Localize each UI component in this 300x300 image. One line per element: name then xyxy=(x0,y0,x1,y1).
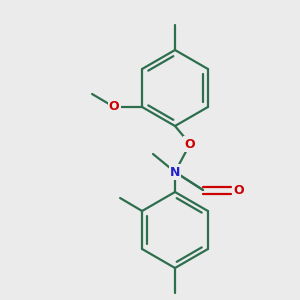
Text: O: O xyxy=(234,184,244,196)
Text: N: N xyxy=(170,166,180,178)
Text: O: O xyxy=(185,137,195,151)
Text: O: O xyxy=(109,100,119,113)
